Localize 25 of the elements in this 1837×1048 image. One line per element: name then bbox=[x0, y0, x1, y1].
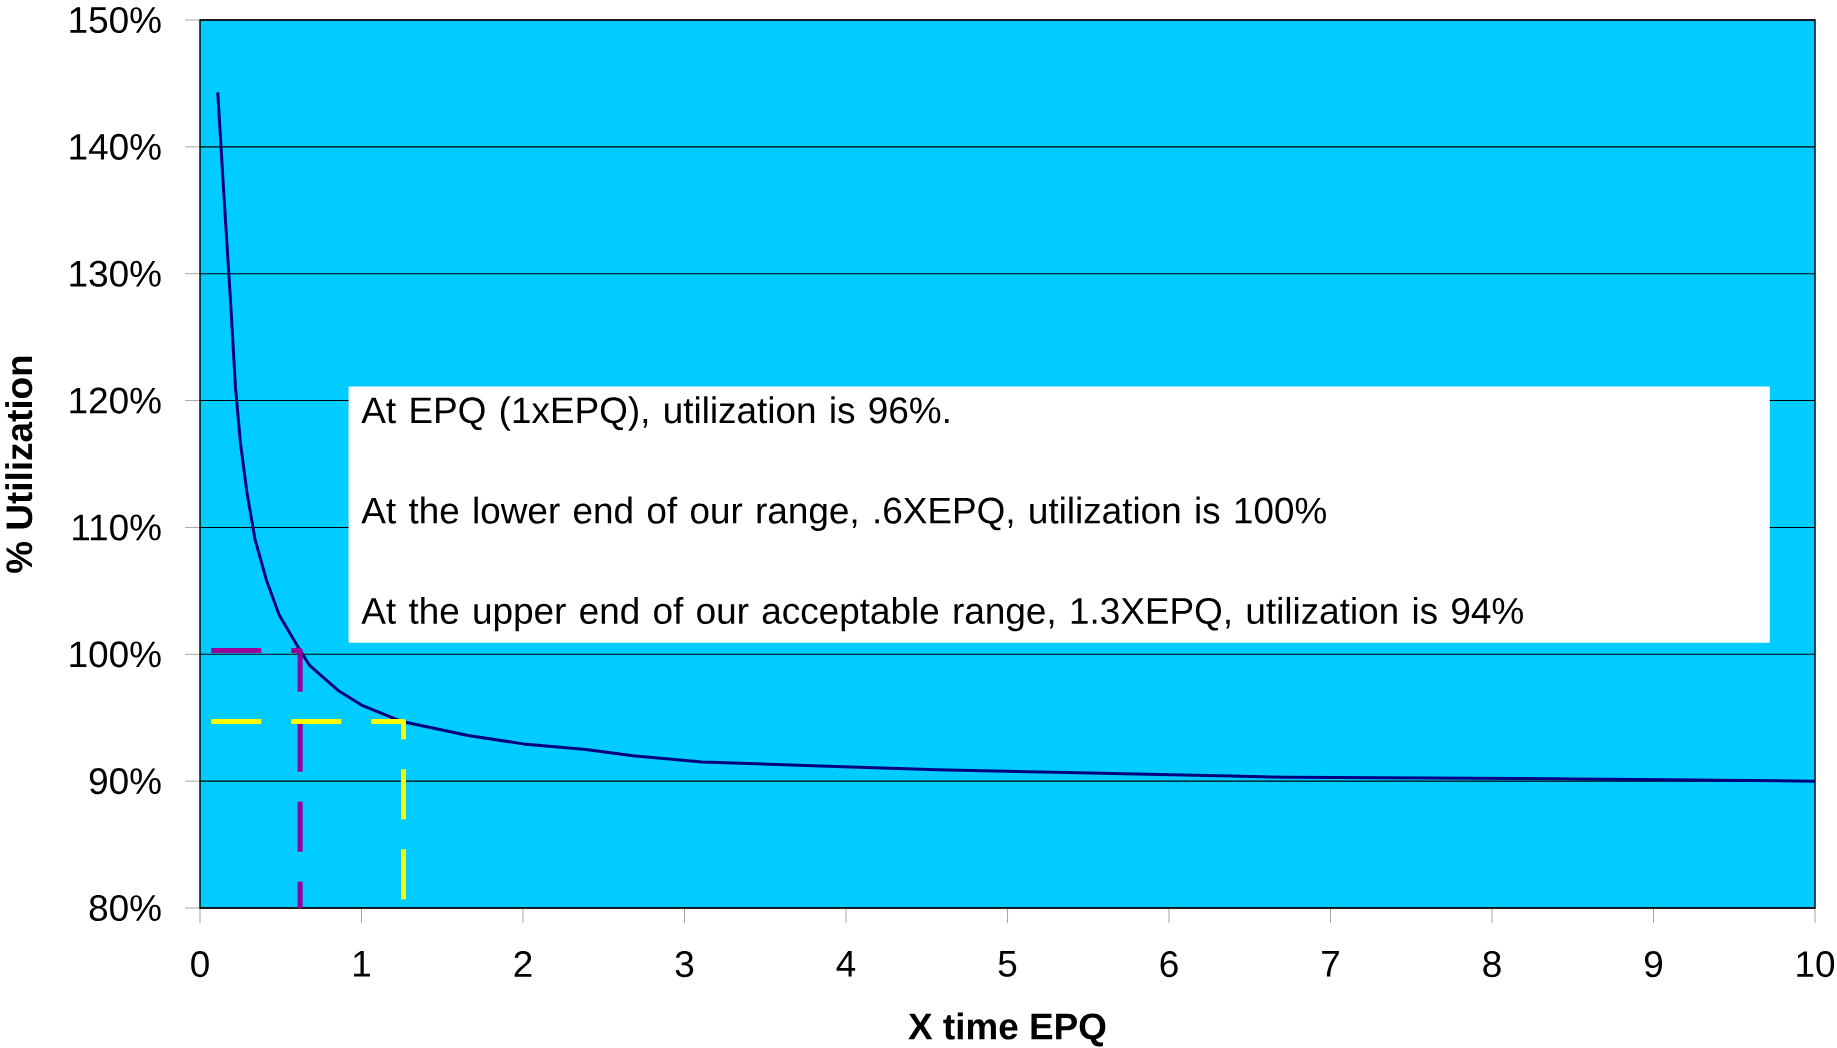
y-tick-label: 90% bbox=[89, 768, 161, 795]
y-tick-label: 150% bbox=[70, 6, 161, 34]
annotation: At the lower end of our range, .6XEPQ, utilization is 100% bbox=[361, 496, 1326, 532]
y-tick-label: 140% bbox=[70, 133, 161, 160]
y-tick-label: 100% bbox=[70, 641, 161, 668]
x-tick-label: 4 bbox=[836, 951, 856, 977]
x-tick-label: 9 bbox=[1644, 951, 1662, 978]
annotation: At the upper end of our acceptable range, 1.3XEPQ, utilization is 94% bbox=[361, 596, 1523, 632]
y-axis-title: % Utilization bbox=[5, 356, 33, 573]
line-series bbox=[216, 90, 1817, 783]
annotation: At EPQ (1xEPQ), utilization is 96%. bbox=[361, 396, 949, 431]
y-tick-label: 110% bbox=[73, 514, 161, 541]
x-tick-label: 0 bbox=[191, 951, 209, 978]
x-tick-label: 6 bbox=[1160, 951, 1178, 978]
x-axis-title: X time EPQ bbox=[908, 1012, 1106, 1047]
y-tick-label: 130% bbox=[70, 260, 161, 287]
x-tick-label: 3 bbox=[675, 951, 694, 978]
x-tick-label: 1 bbox=[354, 951, 370, 977]
x-tick-label: 2 bbox=[514, 951, 532, 977]
x-tick-label: 8 bbox=[1483, 951, 1501, 978]
x-tick-label: 5 bbox=[998, 951, 1017, 977]
y-tick-label: 80% bbox=[89, 894, 161, 922]
x-tick-label: 10 bbox=[1797, 951, 1835, 978]
x-tick-label: 7 bbox=[1322, 951, 1339, 977]
y-tick-label: 120% bbox=[70, 387, 161, 414]
